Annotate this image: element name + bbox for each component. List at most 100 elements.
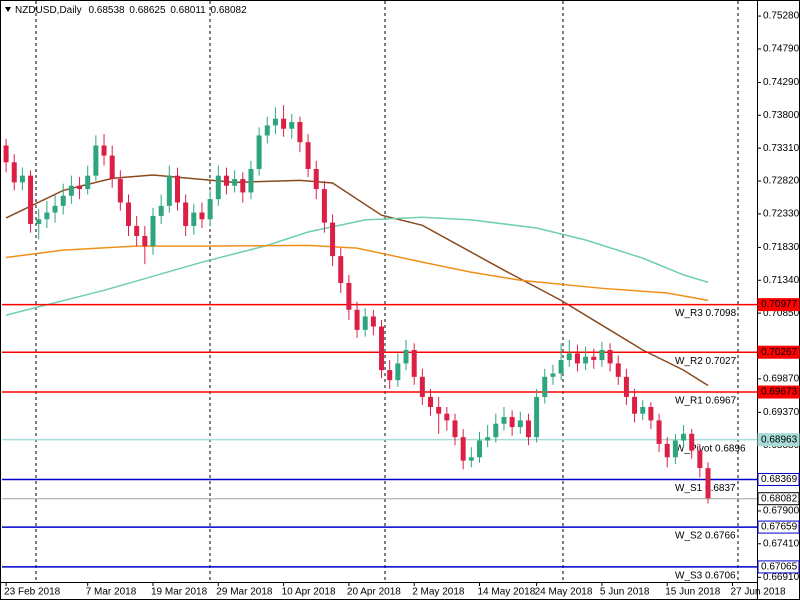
- level-price-box: [757, 560, 800, 574]
- candle-body: [215, 175, 221, 200]
- chart-header: NZDUSD,Daily 0.68538 0.68625 0.68011 0.6…: [15, 5, 247, 16]
- candle-body: [501, 417, 507, 424]
- y-tick-label: 0.73310: [763, 143, 800, 154]
- candle-body: [599, 350, 605, 361]
- candle-body: [174, 175, 180, 203]
- candle-body: [52, 205, 58, 213]
- level-label: W_S3 0.6706: [675, 571, 736, 582]
- candle-body: [232, 179, 238, 186]
- candle-body: [623, 376, 629, 397]
- candle-body: [191, 212, 197, 226]
- candle-body: [566, 353, 572, 361]
- level-price-box: [757, 472, 800, 486]
- candle-body: [672, 440, 678, 458]
- candle-body: [11, 162, 17, 183]
- candle-body: [60, 195, 66, 206]
- candle-body: [550, 373, 556, 377]
- price-box: [757, 492, 800, 506]
- candle-body: [444, 413, 450, 421]
- candle-body: [248, 168, 254, 193]
- y-tick-label: 0.69370: [763, 407, 800, 418]
- price-label: 0.68082: [761, 493, 798, 504]
- candle-body: [19, 175, 25, 183]
- candle-body: [697, 450, 703, 469]
- x-tick-label: 10 Apr 2018: [282, 587, 336, 598]
- y-tick-label: 0.66910: [763, 572, 800, 583]
- candle-body: [68, 185, 74, 196]
- candle-body: [85, 175, 91, 190]
- candle-body: [240, 179, 246, 193]
- candle-body: [395, 363, 401, 381]
- candle-body: [281, 118, 287, 129]
- candle-body: [428, 396, 434, 407]
- candle-body: [403, 350, 409, 364]
- separators: [35, 1, 739, 582]
- candle-body: [379, 326, 385, 371]
- candle-body: [297, 122, 303, 143]
- moving-average: [5, 216, 709, 316]
- candle-body: [640, 406, 646, 414]
- candle-body: [36, 219, 42, 224]
- candle-body: [583, 356, 589, 364]
- candle-body: [126, 202, 132, 226]
- y-tick-label: 0.72820: [763, 176, 800, 187]
- candle-body: [256, 135, 262, 169]
- candle-body: [321, 189, 327, 223]
- candle-body: [705, 468, 711, 499]
- x-tick-label: 2 May 2018: [412, 587, 465, 598]
- level-label: W_R1 0.6967: [675, 396, 737, 407]
- candle-body: [656, 420, 662, 444]
- candle-body: [485, 437, 491, 441]
- moving-average: [5, 174, 709, 387]
- candle-body: [330, 222, 336, 257]
- level-price: 0.69673: [761, 387, 798, 398]
- candle-body: [44, 212, 50, 220]
- candle-body: [632, 396, 638, 414]
- candle-body: [338, 256, 344, 283]
- candle-body: [476, 440, 482, 458]
- x-tick-label: 27 Jun 2018: [731, 587, 786, 598]
- level-label: W_Pivot 0.6896: [675, 443, 746, 454]
- candle-body: [158, 205, 164, 216]
- candle-body: [558, 360, 564, 374]
- candle-body: [517, 420, 523, 428]
- candle-body: [101, 145, 107, 156]
- candle-body: [142, 236, 148, 247]
- y-tick-label: 0.74790: [763, 44, 800, 55]
- candle-body: [452, 420, 458, 438]
- x-tick-label: 19 Mar 2018: [151, 587, 208, 598]
- level-price: 0.68963: [761, 434, 798, 445]
- candle-body: [525, 420, 531, 438]
- candle-body: [305, 142, 311, 169]
- candle-body: [3, 145, 9, 163]
- moving-average: [5, 244, 709, 302]
- candle-body: [223, 175, 229, 186]
- candle-body: [542, 376, 548, 397]
- candle-body: [370, 316, 376, 327]
- close: 0.68082: [211, 5, 248, 16]
- candle-body: [534, 396, 540, 438]
- y-tick-label: 0.71830: [763, 242, 800, 253]
- candle-body: [183, 202, 189, 226]
- level-price: 0.70267: [761, 347, 798, 358]
- candle-body: [362, 316, 368, 330]
- level-label: W_R3 0.7098: [675, 308, 737, 319]
- candle-body: [199, 212, 205, 220]
- candle-body: [313, 168, 319, 190]
- candle-body: [607, 350, 613, 364]
- level-price-box: [757, 433, 800, 447]
- x-tick-label: 5 Jun 2018: [600, 587, 650, 598]
- level-price: 0.67659: [761, 522, 798, 533]
- symbol: NZDUSD,Daily: [15, 5, 82, 16]
- candle-body: [272, 118, 278, 126]
- level-price-box: [757, 345, 800, 359]
- y-tick-label: 0.67410: [763, 538, 800, 549]
- candle-body: [354, 309, 360, 330]
- level-price: 0.68369: [761, 474, 798, 485]
- candle-body: [681, 433, 687, 441]
- candle-body: [77, 185, 83, 190]
- y-tick-label: 0.75280: [763, 11, 800, 22]
- candle-body: [109, 155, 115, 180]
